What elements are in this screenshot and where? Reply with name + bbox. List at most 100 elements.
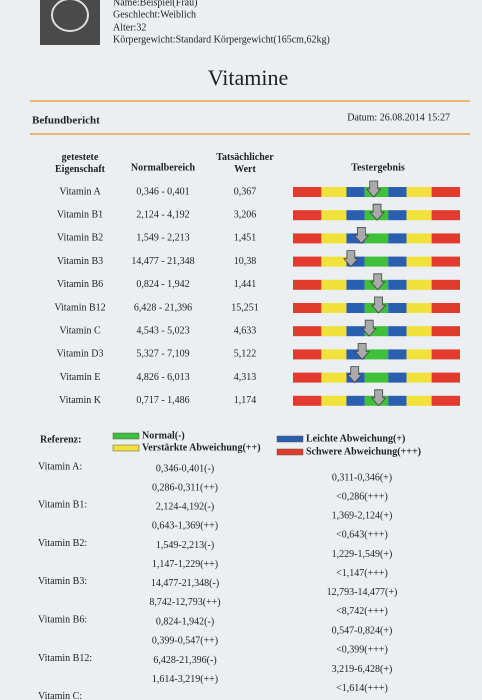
result-bar-segment: [406, 349, 432, 360]
reference-left: 0,286-0,311(++): [152, 482, 218, 493]
result-bar-segment: [431, 279, 460, 290]
reference-left: 1,614-3,219(++): [152, 674, 218, 685]
result-bar-segment: [388, 372, 407, 383]
row-range: 5,327 - 7,109: [136, 349, 189, 360]
reference-right: 0,547-0,824(+): [332, 625, 393, 636]
reference-right: 0,311-0,346(+): [332, 472, 392, 483]
reference-left: 0,824-1,942(-): [156, 616, 214, 627]
result-bar-segment: [364, 233, 389, 244]
row-name: Vitamin C: [59, 325, 101, 336]
reference-left: 6,428-21,396(-): [153, 655, 216, 666]
logo-ring: [51, 0, 89, 32]
row-name: Vitamin A: [59, 186, 101, 197]
row-range: 2,124 - 4,192: [136, 209, 189, 220]
result-bar-segment: [293, 326, 322, 337]
result-arrow: [370, 296, 387, 314]
row-value: 15,251: [231, 302, 259, 313]
legend-item: Schwere Abweichung(+++): [306, 446, 421, 457]
result-bar-segment: [431, 233, 460, 244]
row-value: 5,122: [234, 349, 257, 360]
row-value: 4,633: [234, 325, 257, 336]
result-arrow: [369, 273, 386, 291]
column-header: Tatsächlicher Wert: [216, 152, 274, 175]
reference-right: 12,793-14,477(+): [327, 587, 398, 598]
result-bar-segment: [321, 279, 347, 290]
result-bar-segment: [346, 210, 365, 221]
row-name: Vitamin D3: [57, 349, 104, 360]
result-bar-segment: [406, 395, 432, 406]
row-name: Vitamin B3: [57, 256, 103, 267]
reference-name: Vitamin B6:: [38, 614, 87, 625]
result-arrow: [365, 180, 382, 198]
row-range: 0,346 - 0,401: [136, 186, 189, 197]
row-range: 0,717 - 1,486: [136, 395, 189, 406]
row-name: Vitamin B6: [57, 279, 103, 290]
reference-name: Vitamin B1:: [38, 500, 87, 511]
reference-left: 0,643-1,369(++): [152, 521, 218, 532]
reference-name: Vitamin B2:: [38, 538, 87, 549]
gender: Geschlecht:Weiblich: [113, 9, 196, 20]
result-bar-segment: [431, 210, 460, 221]
row-name: Vitamin B12: [54, 302, 105, 313]
row-range: 4,826 - 6,013: [136, 372, 189, 383]
reference-name: Vitamin C:: [38, 691, 82, 700]
result-bar-segment: [293, 187, 322, 197]
reference-left: 0,346-0,401(-): [156, 463, 214, 474]
result-bar-segment: [388, 210, 407, 221]
legend-item: Normal(-): [142, 430, 185, 441]
legend-swatch: [276, 435, 304, 443]
row-value: 1,174: [234, 395, 257, 406]
result-bar-segment: [321, 210, 347, 221]
result-bar-segment: [431, 395, 460, 406]
result-bar-segment: [406, 372, 432, 383]
result-bar-segment: [346, 395, 365, 406]
result-bar-segment: [321, 187, 347, 197]
result-bar-segment: [431, 303, 460, 313]
row-value: 10,38: [234, 256, 257, 267]
result-bar-segment: [346, 303, 365, 313]
date: Datum: 26.08.2014 15:27: [347, 112, 450, 123]
weight: Körpergewicht:Standard Körpergewicht(165…: [113, 34, 330, 45]
result-bar-segment: [388, 279, 407, 290]
reference-left: 14,477-21,348(-): [151, 578, 219, 589]
legend-label: Referenz:: [40, 434, 81, 445]
row-name: Vitamin E: [60, 372, 101, 383]
result-bar-segment: [293, 279, 322, 290]
result-bar-segment: [388, 349, 407, 360]
result-bar-segment: [321, 349, 347, 360]
result-arrow: [354, 343, 371, 361]
section: Befundbericht: [32, 115, 100, 127]
row-range: 6,428 - 21,396: [134, 302, 192, 313]
reference-left: 2,124-4,192(-): [156, 502, 214, 513]
legend-swatch: [276, 448, 304, 456]
result-bar-segment: [293, 256, 322, 267]
result-arrow: [361, 319, 378, 337]
reference-name: Vitamin A:: [38, 461, 82, 472]
result-bar-segment: [321, 395, 347, 406]
result-bar-segment: [293, 395, 322, 406]
result-arrow: [346, 366, 363, 384]
result-bar-segment: [431, 349, 460, 360]
row-range: 14,477 - 21,348: [131, 256, 194, 267]
result-bar-segment: [293, 210, 322, 221]
result-bar-segment: [293, 303, 322, 313]
legend-swatch: [112, 432, 140, 440]
age: Alter:32: [113, 22, 146, 33]
reference-right: 1,369-2,124(+): [332, 511, 393, 522]
result-bar-segment: [364, 256, 389, 267]
result-bar-segment: [406, 279, 432, 290]
reference-name: Vitamin B3:: [38, 576, 87, 587]
row-name: Vitamin B1: [57, 209, 103, 220]
result-bar-segment: [346, 326, 365, 337]
result-bar-segment: [346, 349, 365, 360]
result-bar-segment: [293, 349, 322, 360]
name: Name:Beispiel(Frau): [113, 0, 197, 8]
result-bar-segment: [431, 326, 460, 337]
row-value: 1,441: [234, 279, 257, 290]
row-range: 4,543 - 5,023: [136, 325, 189, 336]
result-bar-segment: [321, 233, 347, 244]
result-bar-segment: [406, 256, 432, 267]
reference-name: Vitamin B12:: [38, 653, 92, 664]
result-bar-segment: [431, 372, 460, 383]
row-value: 0,367: [234, 186, 257, 197]
